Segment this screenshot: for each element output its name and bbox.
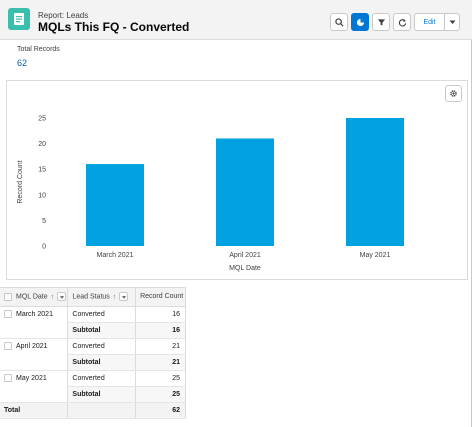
record-count-cell: 25: [135, 370, 186, 387]
group-cell-date: April 2021: [0, 338, 69, 371]
total-row: Total 62: [0, 402, 186, 419]
y-tick-label: 20: [38, 141, 46, 148]
report-header: Report: Leads MQLs This FQ - Converted: [0, 0, 472, 40]
table-row: April 2021 Converted 21: [0, 338, 186, 371]
column-menu-icon[interactable]: [57, 292, 67, 302]
filter-button[interactable]: [372, 13, 390, 31]
record-count-cell: 21: [135, 338, 186, 355]
subtotal-value: 21: [135, 354, 186, 371]
chart-settings-button[interactable]: [445, 85, 462, 102]
chart-bar[interactable]: [216, 138, 274, 246]
report-table: MQL Date ↑ Lead Status ↑ Record Count Marc…: [0, 287, 186, 419]
edit-button[interactable]: Edit: [415, 14, 445, 30]
total-records-label: Total Records: [17, 46, 60, 53]
chevron-down-icon: [449, 20, 455, 24]
column-header-lead-status[interactable]: Lead Status ↑: [67, 288, 137, 307]
y-tick-label: 0: [42, 244, 46, 251]
x-tick-label: April 2021: [229, 252, 261, 259]
report-glyph-icon: [14, 13, 24, 25]
total-records-value: 62: [17, 58, 28, 68]
select-all-checkbox[interactable]: [4, 292, 12, 301]
column-menu-icon[interactable]: [119, 292, 129, 302]
total-spacer-cell: [67, 402, 137, 419]
subtotal-label: Subtotal: [67, 354, 137, 371]
subtotal-value: 16: [135, 322, 186, 339]
refresh-button[interactable]: [393, 13, 411, 31]
search-icon: [334, 17, 344, 27]
search-button[interactable]: [330, 13, 348, 31]
page-title: MQLs This FQ - Converted: [38, 20, 190, 34]
record-count-cell: 16: [135, 306, 186, 323]
total-value: 62: [135, 402, 186, 419]
x-tick-label: May 2021: [360, 252, 391, 259]
chart-toggle-button[interactable]: [351, 13, 369, 31]
column-header-label: Record Count: [140, 293, 184, 301]
sort-ascending-icon: ↑: [112, 293, 117, 301]
report-icon: [8, 8, 30, 30]
pie-chart-icon: [356, 18, 364, 26]
x-axis-title: MQL Date: [229, 265, 261, 272]
y-tick-label: 5: [42, 218, 46, 225]
group-cell-date: May 2021: [0, 370, 69, 403]
group-date-label: May 2021: [16, 374, 47, 382]
y-tick-label: 25: [38, 116, 46, 123]
edit-button-group: Edit: [414, 13, 460, 31]
report-type-label: Report: Leads: [38, 11, 89, 20]
lead-status-cell: Converted: [67, 370, 137, 387]
group-cell-date: March 2021: [0, 306, 69, 339]
chart-bar[interactable]: [346, 118, 404, 246]
subtotal-label: Subtotal: [67, 322, 137, 339]
column-header-mql-date[interactable]: MQL Date ↑: [0, 288, 69, 307]
subtotal-label: Subtotal: [67, 386, 137, 403]
column-header-label: Lead Status: [72, 293, 110, 301]
x-tick-label: March 2021: [97, 252, 134, 259]
refresh-icon: [398, 18, 406, 27]
column-header-label: MQL Date: [16, 293, 48, 301]
row-checkbox[interactable]: [4, 309, 12, 318]
chart-bar[interactable]: [86, 164, 144, 246]
gear-icon: [450, 90, 457, 97]
sort-ascending-icon: ↑: [50, 293, 55, 301]
table-header-row: MQL Date ↑ Lead Status ↑ Record Count: [0, 288, 186, 307]
group-date-label: March 2021: [16, 310, 53, 318]
table-row: March 2021 Converted 16: [0, 306, 186, 339]
row-checkbox[interactable]: [4, 373, 12, 382]
row-checkbox[interactable]: [4, 341, 12, 350]
column-header-record-count[interactable]: Record Count: [135, 288, 186, 307]
lead-status-cell: Converted: [67, 306, 137, 323]
subtotal-row: Subtotal 25: [0, 386, 186, 403]
group-date-label: April 2021: [16, 342, 48, 350]
total-label: Total: [0, 402, 69, 419]
filter-icon: [377, 18, 385, 26]
subtotal-value: 25: [135, 386, 186, 403]
y-tick-label: 10: [38, 192, 46, 199]
bar-chart: 0 5 10 15 20 25 March 2021 April 2021 May 2021 MQ…: [17, 116, 404, 272]
edit-menu-button[interactable]: [445, 14, 459, 30]
table-row: May 2021 Converted 25: [0, 370, 186, 403]
subtotal-row: Subtotal 21: [0, 354, 186, 371]
y-axis-title: Record Count: [17, 160, 24, 203]
subtotal-row: Subtotal 16: [0, 322, 186, 339]
y-tick-label: 15: [38, 167, 46, 174]
lead-status-cell: Converted: [67, 338, 137, 355]
